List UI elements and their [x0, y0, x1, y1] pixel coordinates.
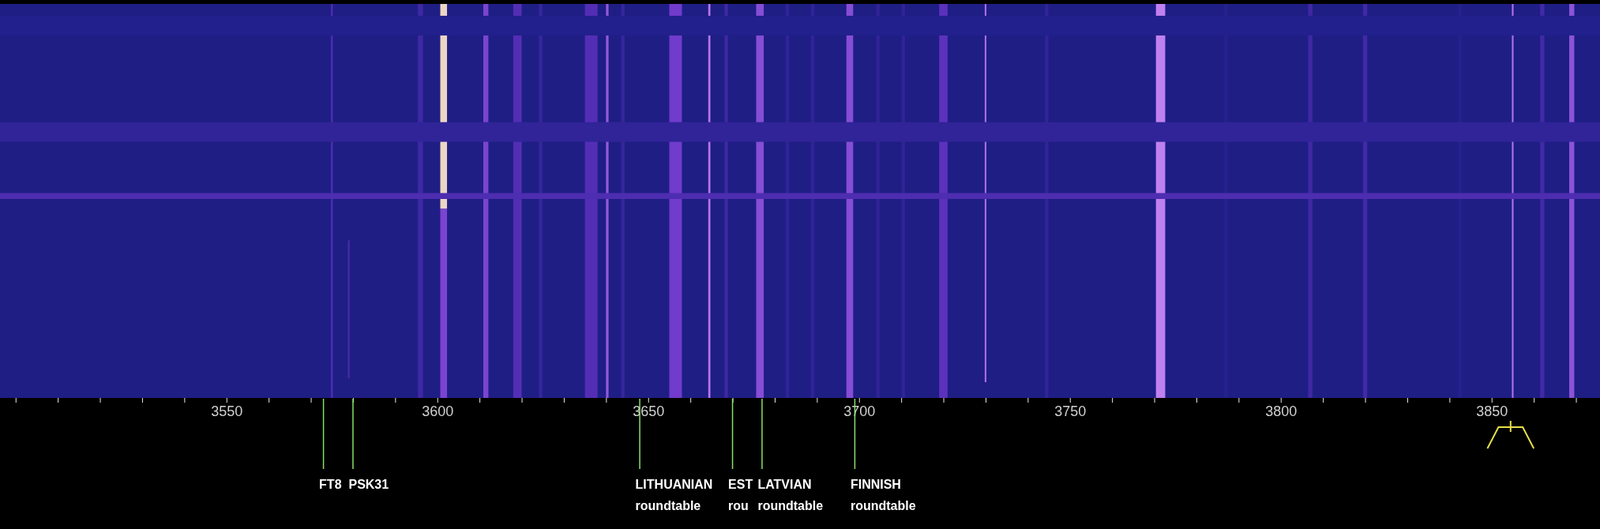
svg-text:3700: 3700	[843, 403, 876, 420]
svg-text:3600: 3600	[421, 403, 454, 420]
svg-text:3750: 3750	[1054, 403, 1086, 420]
svg-text:PSK31: PSK31	[348, 477, 389, 492]
svg-text:ESTrou: ESTrou	[728, 477, 753, 513]
svg-text:3850: 3850	[1476, 403, 1508, 420]
svg-text:FT8: FT8	[319, 477, 342, 492]
svg-text:3650: 3650	[632, 403, 665, 420]
svg-text:3800: 3800	[1265, 403, 1297, 420]
svg-text:LATVIANroundtable: LATVIANroundtable	[757, 477, 823, 513]
svg-text:FINNISHroundtable: FINNISHroundtable	[850, 477, 917, 513]
svg-text:3550: 3550	[210, 403, 243, 420]
svg-text:LITHUANIANroundtable: LITHUANIANroundtable	[635, 477, 714, 513]
